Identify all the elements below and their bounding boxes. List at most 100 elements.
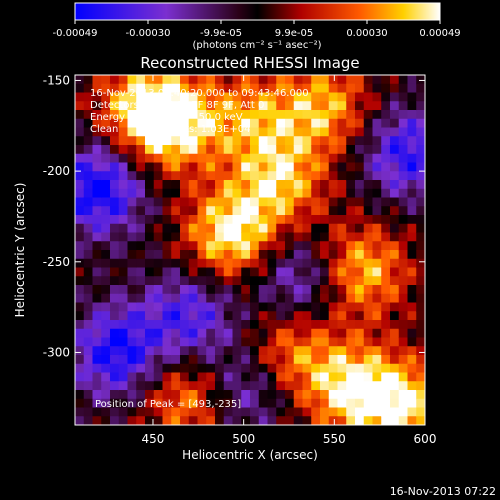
chart-title: Reconstructed RHESSI Image	[140, 54, 359, 72]
heatmap-cell	[372, 407, 382, 417]
heatmap-cell	[398, 381, 409, 391]
heatmap-cell	[92, 92, 102, 102]
heatmap-cell	[118, 241, 129, 251]
heatmap-cell	[180, 101, 190, 111]
heatmap-cell	[188, 223, 199, 234]
heatmap-cell	[83, 188, 94, 199]
heatmap-cell	[328, 110, 339, 120]
heatmap-cell	[180, 232, 190, 242]
heatmap-cell	[355, 320, 365, 330]
heatmap-cell	[92, 145, 102, 155]
heatmap-cell	[223, 381, 234, 391]
heatmap-cell	[118, 381, 129, 391]
heatmap-cell	[258, 258, 269, 269]
heatmap-cell	[232, 162, 242, 172]
heatmap-cell	[390, 223, 400, 234]
heatmap-cell	[293, 75, 304, 85]
heatmap-cell	[232, 250, 242, 260]
heatmap-cell	[206, 328, 216, 339]
heatmap-cell	[118, 302, 129, 312]
heatmap-cell	[162, 267, 172, 277]
heatmap-cell	[153, 337, 164, 347]
heatmap-cell	[162, 328, 172, 339]
heatmap-cell	[188, 162, 199, 172]
heatmap-cell	[311, 101, 321, 111]
heatmap-cell	[83, 320, 94, 330]
heatmap-cell	[398, 416, 409, 425]
colorbar-tick-label: 0.00049	[419, 28, 460, 39]
heatmap-cell	[223, 188, 234, 199]
heatmap-cell	[346, 127, 356, 137]
heatmap-cell	[188, 398, 199, 409]
heatmap-cell	[118, 258, 129, 269]
heatmap-cell	[162, 311, 172, 321]
heatmap-cell	[153, 293, 164, 304]
heatmap-cell	[381, 398, 391, 409]
heatmap-cell	[267, 223, 277, 234]
heatmap-cell	[171, 232, 181, 242]
heatmap-cell	[180, 328, 190, 339]
heatmap-cell	[145, 197, 155, 207]
heatmap-cell	[320, 346, 330, 356]
heatmap-cell	[372, 250, 382, 260]
heatmap-cell	[328, 390, 339, 400]
heatmap-cell	[206, 346, 216, 356]
heatmap-cell	[92, 223, 102, 234]
heatmap-cell	[346, 153, 356, 164]
heatmap-cell	[162, 127, 172, 137]
heatmap-cell	[381, 197, 391, 207]
heatmap-cell	[206, 215, 216, 225]
heatmap-cell	[293, 127, 304, 137]
heatmap-cell	[355, 302, 365, 312]
heatmap-cell	[328, 302, 339, 312]
heatmap-cell	[293, 258, 304, 269]
heatmap-cell	[302, 355, 312, 365]
heatmap-cell	[250, 153, 260, 164]
heatmap-cell	[416, 302, 425, 312]
heatmap-cell	[180, 75, 190, 85]
y-tick-label: -200	[43, 164, 70, 178]
heatmap-cell	[311, 258, 321, 269]
heatmap-cell	[110, 258, 120, 269]
heatmap-cell	[145, 416, 155, 425]
heatmap-cell	[293, 381, 304, 391]
heatmap-cell	[416, 320, 425, 330]
heatmap-cell	[267, 171, 277, 181]
heatmap-cell	[110, 276, 120, 286]
heatmap-cell	[153, 320, 164, 330]
heatmap-cell	[416, 83, 425, 94]
heatmap-cell	[363, 232, 374, 242]
heatmap-cell	[276, 337, 286, 347]
heatmap-cell	[267, 127, 277, 137]
heatmap-cell	[250, 127, 260, 137]
heatmap-cell	[293, 171, 304, 181]
heatmap-cell	[92, 363, 102, 374]
heatmap-cell	[232, 363, 242, 374]
heatmap-cell	[127, 311, 137, 321]
heatmap-cell	[197, 162, 207, 172]
heatmap-cell	[162, 398, 172, 409]
heatmap-cell	[258, 136, 269, 146]
heatmap-cell	[416, 328, 425, 339]
heatmap-cell	[320, 328, 330, 339]
heatmap-cell	[188, 171, 199, 181]
heatmap-cell	[390, 416, 400, 425]
heatmap-cell	[390, 197, 400, 207]
heatmap-cell	[118, 101, 129, 111]
heatmap-cell	[293, 110, 304, 120]
heatmap-cell	[267, 118, 277, 129]
heatmap-cell	[346, 241, 356, 251]
heatmap-cell	[346, 363, 356, 374]
heatmap-cell	[153, 83, 164, 94]
heatmap-cell	[267, 215, 277, 225]
heatmap-cell	[241, 180, 251, 190]
heatmap-cell	[328, 241, 339, 251]
heatmap-cell	[337, 153, 347, 164]
heatmap-cell	[407, 101, 417, 111]
heatmap-cell	[416, 101, 425, 111]
heatmap-cell	[285, 127, 295, 137]
heatmap-cell	[232, 398, 242, 409]
heatmap-cell	[258, 355, 269, 365]
heatmap-cell	[320, 293, 330, 304]
heatmap-cell	[328, 250, 339, 260]
